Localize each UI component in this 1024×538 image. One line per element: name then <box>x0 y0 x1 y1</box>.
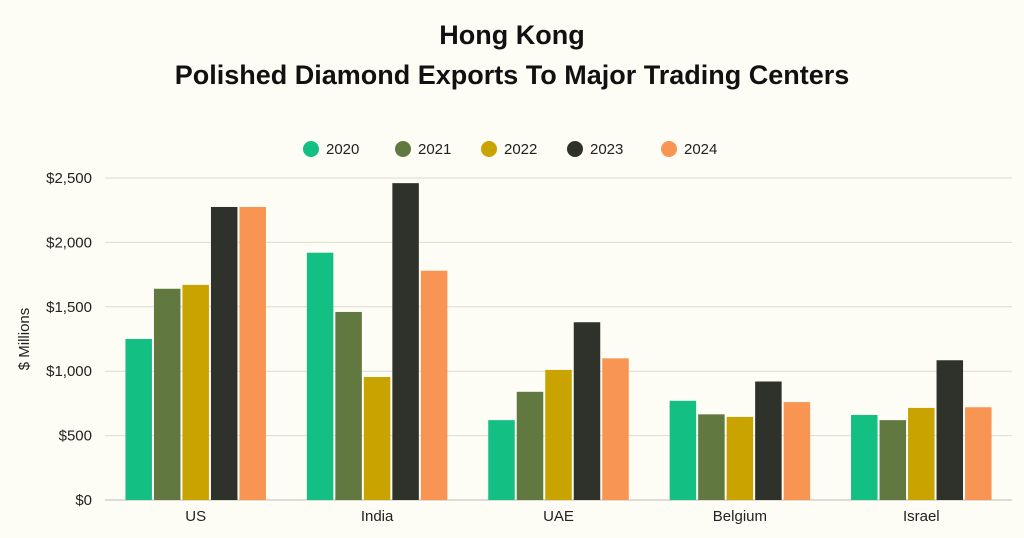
x-tick-label: UAE <box>543 508 574 525</box>
legend-label-2022: 2022 <box>504 141 537 158</box>
bar-uae-2024 <box>602 358 629 500</box>
y-tick-label: $2,000 <box>46 234 92 251</box>
bar-belgium-2022 <box>726 416 754 500</box>
legend-marker-2022 <box>481 141 497 157</box>
bar-belgium-2024 <box>783 402 811 500</box>
bar-india-2020 <box>306 252 334 500</box>
bar-us-2020 <box>125 339 152 500</box>
y-axis-title: $ Millions <box>16 308 33 371</box>
bar-india-2023 <box>392 183 419 501</box>
y-tick-label: $1,000 <box>46 363 92 380</box>
x-tick-label: US <box>185 508 206 525</box>
y-tick-label: $0 <box>75 492 92 509</box>
bar-us-2021 <box>153 288 181 500</box>
legend-marker-2021 <box>395 141 411 157</box>
bar-uae-2023 <box>573 322 601 500</box>
bar-uae-2022 <box>545 369 572 500</box>
bar-us-2023 <box>210 206 238 501</box>
x-tick-label: Israel <box>903 508 940 525</box>
x-tick-label: Belgium <box>713 508 767 525</box>
bar-israel-2022 <box>908 407 935 500</box>
bar-israel-2024 <box>965 407 992 500</box>
bar-israel-2020 <box>851 414 878 500</box>
legend-label-2020: 2020 <box>326 141 359 158</box>
bar-us-2022 <box>182 284 209 500</box>
bar-israel-2021 <box>879 420 907 500</box>
legend-marker-2020 <box>303 141 319 157</box>
legend-marker-2024 <box>661 141 677 157</box>
y-tick-label: $500 <box>59 428 92 445</box>
bar-uae-2020 <box>488 420 515 500</box>
legend-marker-2023 <box>567 141 583 157</box>
chart-title-line-2: Polished Diamond Exports To Major Tradin… <box>174 60 850 90</box>
chart-title-line-1: Hong Kong <box>439 20 585 50</box>
bar-india-2022 <box>363 376 391 500</box>
legend-label-2024: 2024 <box>684 141 717 158</box>
bar-india-2021 <box>335 311 362 500</box>
legend-label-2023: 2023 <box>590 141 623 158</box>
bar-belgium-2020 <box>669 400 697 500</box>
bar-israel-2023 <box>936 360 964 500</box>
bar-belgium-2023 <box>755 381 782 500</box>
bar-uae-2021 <box>516 391 544 500</box>
y-tick-label: $1,500 <box>46 299 92 316</box>
legend-label-2021: 2021 <box>418 141 451 158</box>
bar-us-2024 <box>239 206 266 501</box>
y-tick-label: $2,500 <box>46 170 92 187</box>
x-tick-label: India <box>361 508 394 525</box>
bar-belgium-2021 <box>698 414 725 500</box>
bar-india-2024 <box>420 270 448 500</box>
